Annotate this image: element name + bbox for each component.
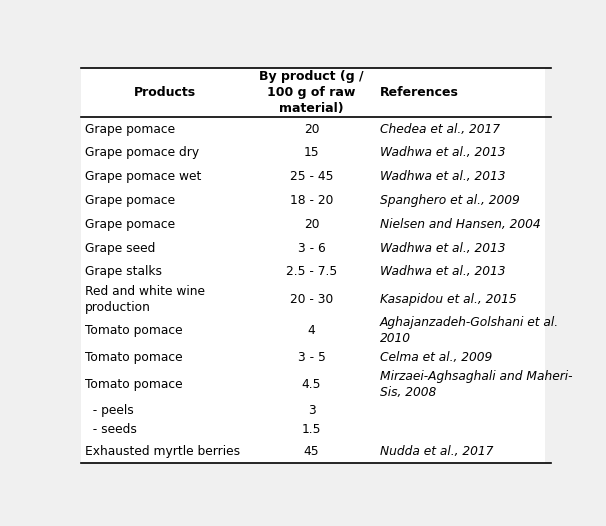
Text: 18 - 20: 18 - 20 (290, 194, 333, 207)
Text: 15: 15 (304, 146, 319, 159)
Text: Nudda et al., 2017: Nudda et al., 2017 (379, 445, 493, 458)
Text: Grape pomace wet: Grape pomace wet (85, 170, 202, 183)
Text: Wadhwa et al., 2013: Wadhwa et al., 2013 (379, 170, 505, 183)
Text: Wadhwa et al., 2013: Wadhwa et al., 2013 (379, 266, 505, 278)
Text: Nielsen and Hansen, 2004: Nielsen and Hansen, 2004 (379, 218, 540, 231)
Text: Wadhwa et al., 2013: Wadhwa et al., 2013 (379, 241, 505, 255)
Text: 4: 4 (308, 323, 315, 337)
Text: Tomato pomace: Tomato pomace (85, 323, 183, 337)
Text: 20: 20 (304, 123, 319, 136)
Text: Tomato pomace: Tomato pomace (85, 351, 183, 364)
Text: Red and white wine
production: Red and white wine production (85, 285, 205, 313)
Text: 3 - 5: 3 - 5 (298, 351, 325, 364)
Text: Aghajanzadeh-Golshani et al.
2010: Aghajanzadeh-Golshani et al. 2010 (379, 316, 559, 345)
Text: - seeds: - seeds (85, 423, 137, 436)
Text: Grape stalks: Grape stalks (85, 266, 162, 278)
Text: Products: Products (134, 86, 196, 99)
Text: Mirzaei-Aghsaghali and Maheri-
Sis, 2008: Mirzaei-Aghsaghali and Maheri- Sis, 2008 (379, 370, 572, 399)
Text: - peels: - peels (85, 403, 134, 417)
Text: Tomato pomace: Tomato pomace (85, 378, 183, 391)
Text: 1.5: 1.5 (302, 423, 321, 436)
Text: Grape pomace: Grape pomace (85, 123, 175, 136)
Text: 25 - 45: 25 - 45 (290, 170, 333, 183)
Text: 20: 20 (304, 218, 319, 231)
Text: 4.5: 4.5 (302, 378, 321, 391)
Text: Kasapidou et al., 2015: Kasapidou et al., 2015 (379, 293, 516, 306)
Text: Grape pomace: Grape pomace (85, 194, 175, 207)
Text: 3: 3 (308, 403, 315, 417)
Text: 45: 45 (304, 445, 319, 458)
Text: Wadhwa et al., 2013: Wadhwa et al., 2013 (379, 146, 505, 159)
Text: Spanghero et al., 2009: Spanghero et al., 2009 (379, 194, 519, 207)
Text: Exhausted myrtle berries: Exhausted myrtle berries (85, 445, 240, 458)
Text: By product (g /
100 g of raw
material): By product (g / 100 g of raw material) (259, 70, 364, 115)
Text: 20 - 30: 20 - 30 (290, 293, 333, 306)
Text: Celma et al., 2009: Celma et al., 2009 (379, 351, 492, 364)
Text: References: References (379, 86, 459, 99)
Text: 3 - 6: 3 - 6 (298, 241, 325, 255)
Text: Grape pomace dry: Grape pomace dry (85, 146, 199, 159)
Text: Chedea et al., 2017: Chedea et al., 2017 (379, 123, 499, 136)
Text: 2.5 - 7.5: 2.5 - 7.5 (286, 266, 337, 278)
Text: Grape seed: Grape seed (85, 241, 156, 255)
Text: Grape pomace: Grape pomace (85, 218, 175, 231)
